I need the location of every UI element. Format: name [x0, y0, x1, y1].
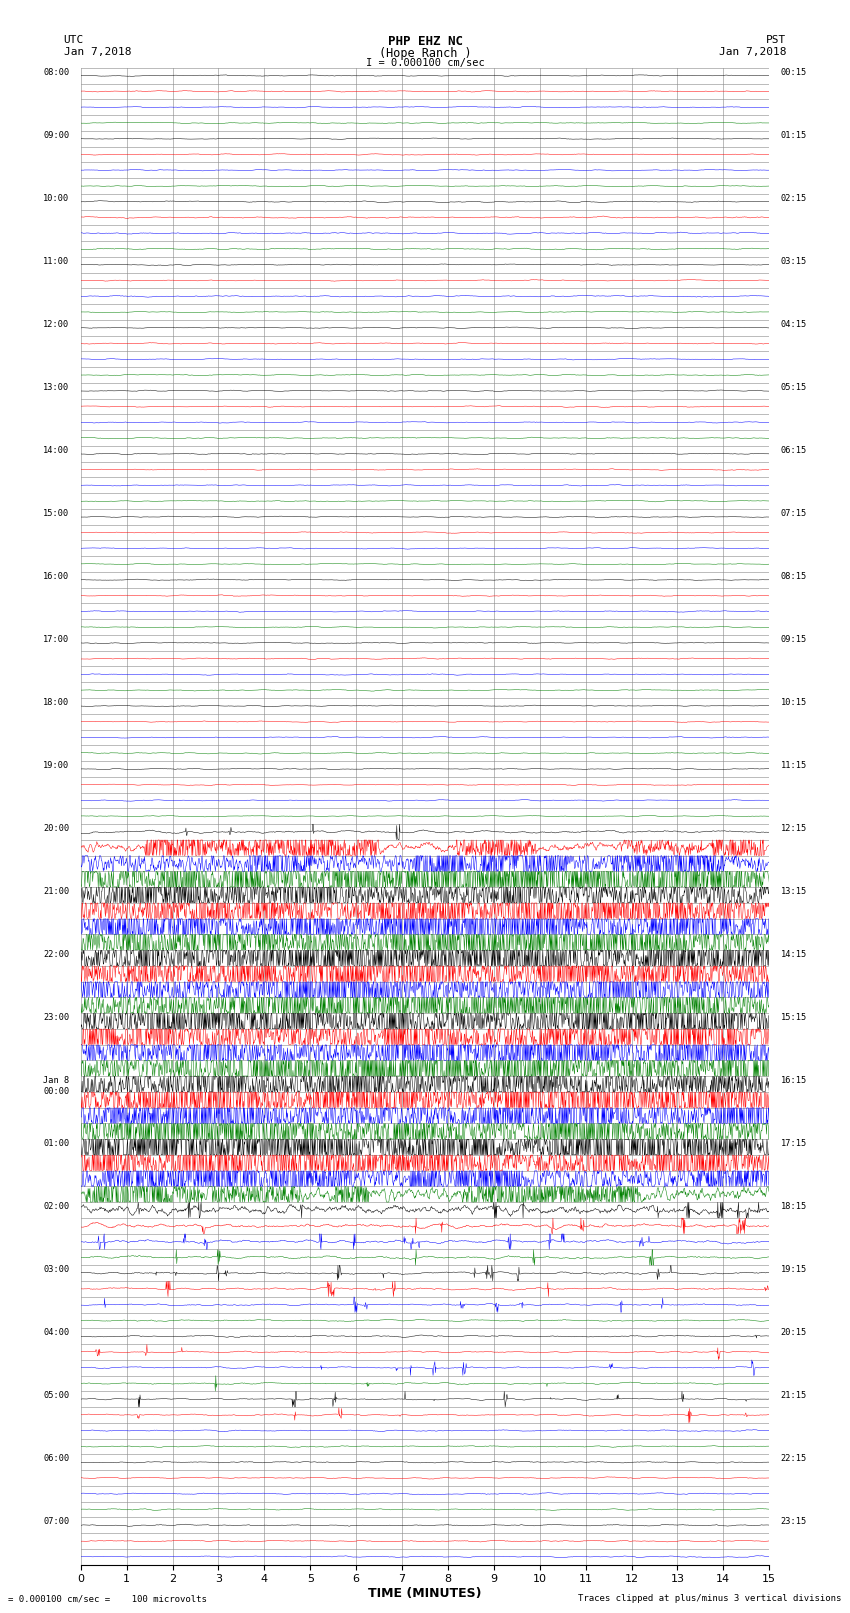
Text: 15:00: 15:00 — [43, 510, 70, 518]
Text: 12:15: 12:15 — [780, 824, 807, 832]
Text: 23:15: 23:15 — [780, 1518, 807, 1526]
Text: Jan 7,2018: Jan 7,2018 — [64, 47, 131, 56]
Text: 02:15: 02:15 — [780, 194, 807, 203]
Text: 15:15: 15:15 — [780, 1013, 807, 1023]
Text: 17:15: 17:15 — [780, 1139, 807, 1148]
Text: Traces clipped at plus/minus 3 vertical divisions: Traces clipped at plus/minus 3 vertical … — [578, 1594, 842, 1603]
Text: 16:15: 16:15 — [780, 1076, 807, 1086]
Text: Jan 7,2018: Jan 7,2018 — [719, 47, 786, 56]
Text: 07:15: 07:15 — [780, 510, 807, 518]
Text: 09:15: 09:15 — [780, 636, 807, 644]
Text: PHP EHZ NC: PHP EHZ NC — [388, 35, 462, 48]
Text: 06:15: 06:15 — [780, 445, 807, 455]
Text: 14:00: 14:00 — [43, 445, 70, 455]
Text: 05:00: 05:00 — [43, 1392, 70, 1400]
Text: 20:15: 20:15 — [780, 1327, 807, 1337]
Text: 05:15: 05:15 — [780, 382, 807, 392]
Text: 01:15: 01:15 — [780, 131, 807, 140]
Text: 16:00: 16:00 — [43, 573, 70, 581]
Text: 03:00: 03:00 — [43, 1265, 70, 1274]
Text: 19:15: 19:15 — [780, 1265, 807, 1274]
Text: PST: PST — [766, 35, 786, 45]
X-axis label: TIME (MINUTES): TIME (MINUTES) — [368, 1587, 482, 1600]
Text: 10:00: 10:00 — [43, 194, 70, 203]
Text: 21:00: 21:00 — [43, 887, 70, 897]
Text: 06:00: 06:00 — [43, 1455, 70, 1463]
Text: 21:15: 21:15 — [780, 1392, 807, 1400]
Text: 02:00: 02:00 — [43, 1202, 70, 1211]
Text: UTC: UTC — [64, 35, 84, 45]
Text: 17:00: 17:00 — [43, 636, 70, 644]
Text: 09:00: 09:00 — [43, 131, 70, 140]
Text: 04:00: 04:00 — [43, 1327, 70, 1337]
Text: 18:00: 18:00 — [43, 698, 70, 706]
Text: I = 0.000100 cm/sec: I = 0.000100 cm/sec — [366, 58, 484, 68]
Text: 19:00: 19:00 — [43, 761, 70, 769]
Text: 23:00: 23:00 — [43, 1013, 70, 1023]
Text: 13:00: 13:00 — [43, 382, 70, 392]
Text: 18:15: 18:15 — [780, 1202, 807, 1211]
Text: (Hope Ranch ): (Hope Ranch ) — [379, 47, 471, 60]
Text: 08:00: 08:00 — [43, 68, 70, 77]
Text: 20:00: 20:00 — [43, 824, 70, 832]
Text: 10:15: 10:15 — [780, 698, 807, 706]
Text: 11:00: 11:00 — [43, 256, 70, 266]
Text: 22:00: 22:00 — [43, 950, 70, 960]
Text: 01:00: 01:00 — [43, 1139, 70, 1148]
Text: 00:15: 00:15 — [780, 68, 807, 77]
Text: 11:15: 11:15 — [780, 761, 807, 769]
Text: 13:15: 13:15 — [780, 887, 807, 897]
Text: 04:15: 04:15 — [780, 319, 807, 329]
Text: 22:15: 22:15 — [780, 1455, 807, 1463]
Text: 08:15: 08:15 — [780, 573, 807, 581]
Text: 12:00: 12:00 — [43, 319, 70, 329]
Text: = 0.000100 cm/sec =    100 microvolts: = 0.000100 cm/sec = 100 microvolts — [8, 1594, 207, 1603]
Text: Jan 8
00:00: Jan 8 00:00 — [43, 1076, 70, 1095]
Text: 14:15: 14:15 — [780, 950, 807, 960]
Text: 07:00: 07:00 — [43, 1518, 70, 1526]
Text: 03:15: 03:15 — [780, 256, 807, 266]
